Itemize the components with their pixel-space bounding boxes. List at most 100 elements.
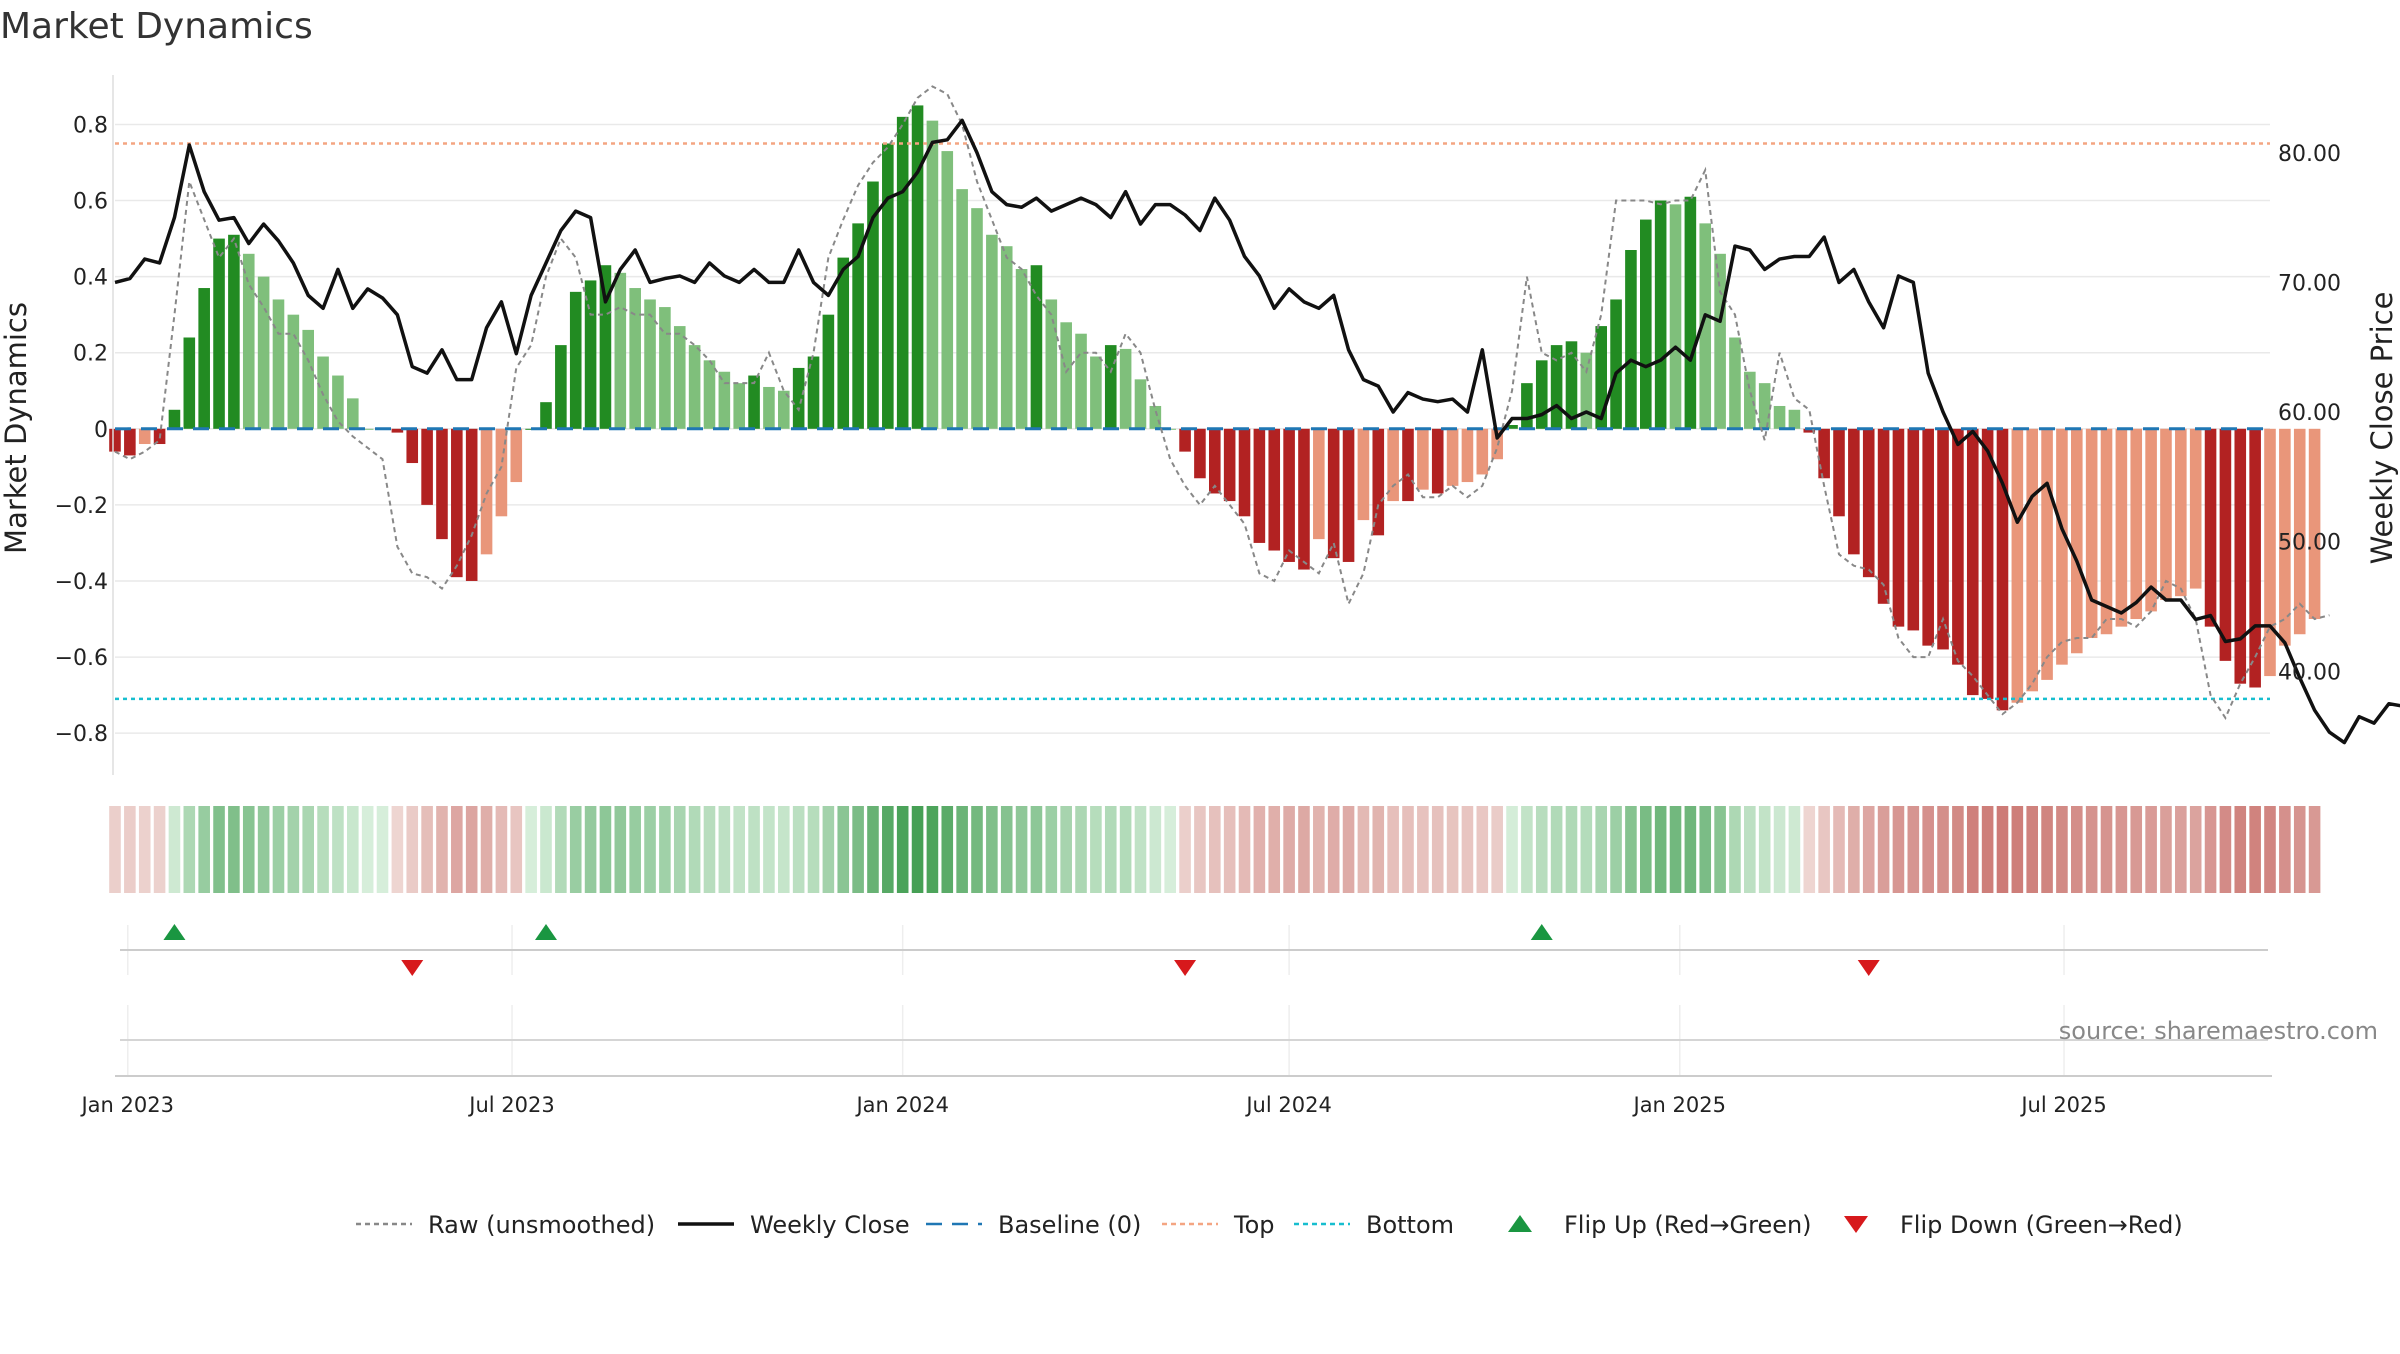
bar — [1684, 196, 1697, 429]
y-tick-label: 0 — [94, 418, 108, 443]
bar — [287, 314, 300, 429]
y-tick-label: 0.4 — [73, 266, 108, 291]
bar — [109, 428, 121, 452]
heat-cell — [2249, 806, 2261, 893]
heat-cell — [807, 806, 820, 893]
bar — [703, 360, 716, 429]
bar — [213, 238, 225, 429]
y-tick-label: −0.8 — [55, 722, 108, 747]
heat-cell — [1357, 806, 1370, 893]
heat-cell — [1996, 806, 2009, 893]
heat-cell — [183, 806, 196, 893]
bar — [332, 375, 344, 429]
bars-group — [109, 105, 2321, 711]
heat-cell — [1818, 806, 1830, 893]
bar — [1669, 204, 1682, 429]
heat-cell — [822, 806, 835, 893]
bar — [555, 345, 567, 429]
bar — [2145, 428, 2157, 612]
heat-cell — [1238, 806, 1251, 893]
heat-cell — [1015, 806, 1028, 893]
bar — [347, 398, 359, 429]
y2-tick-label: 80.00 — [2278, 142, 2341, 167]
bar — [1654, 200, 1667, 429]
legend: Raw (unsmoothed) Weekly Close Baseline (0)… — [356, 1211, 2183, 1239]
bar — [837, 257, 850, 429]
x-tick-label: Jul 2024 — [1244, 1093, 1331, 1117]
bar — [1223, 428, 1236, 502]
heat-cell — [1952, 806, 1964, 893]
bar — [1580, 352, 1593, 429]
heat-cell — [1744, 806, 1756, 893]
heat-cell — [1387, 806, 1399, 893]
heat-cell — [1491, 806, 1503, 893]
heat-cell — [1417, 806, 1429, 893]
bar — [1966, 428, 1979, 696]
y2-tick-label: 70.00 — [2278, 271, 2341, 296]
heat-cell — [1848, 806, 1860, 893]
heat-cell — [124, 806, 136, 893]
heat-cell — [1758, 806, 1771, 893]
bar — [629, 288, 641, 429]
heat-cell — [1714, 806, 1726, 893]
bar — [614, 272, 627, 429]
heat-cell — [391, 806, 404, 893]
heat-cell — [1327, 806, 1340, 893]
heat-cell — [1922, 806, 1934, 893]
heat-cell — [242, 806, 255, 893]
bar — [2160, 428, 2172, 600]
heat-cell — [644, 806, 656, 893]
bar — [1015, 269, 1028, 429]
bar — [2249, 428, 2261, 688]
heat-cell — [257, 806, 270, 893]
heat-cell — [1090, 806, 1102, 893]
flip-down-marker — [401, 960, 424, 976]
bar — [2264, 428, 2276, 677]
heat-cell — [228, 806, 240, 893]
heat-cell — [733, 806, 745, 893]
bar — [1104, 345, 1117, 429]
flip-up-marker — [535, 924, 557, 940]
bar — [1937, 428, 1949, 650]
legend-label: Raw (unsmoothed) — [428, 1211, 655, 1239]
heat-cell — [1000, 806, 1013, 893]
bar — [1075, 333, 1087, 429]
bar — [242, 253, 255, 429]
bar — [2204, 428, 2217, 627]
heat-cell — [347, 806, 359, 893]
heat-cell — [2204, 806, 2217, 893]
flip-up-marker — [163, 924, 186, 940]
heat-cell — [1550, 806, 1563, 893]
heat-cell — [584, 806, 597, 893]
heat-cell — [287, 806, 300, 893]
bar — [807, 356, 820, 429]
heat-cell — [1580, 806, 1593, 893]
y-tick-label: −0.2 — [55, 494, 108, 519]
legend-label: Flip Up (Red→Green) — [1564, 1211, 1812, 1239]
bar — [1565, 341, 1578, 429]
bar — [1194, 428, 1206, 479]
heat-cell — [2175, 806, 2187, 893]
bar — [302, 329, 314, 429]
heat-cell — [465, 806, 478, 893]
heat-cell — [480, 806, 493, 893]
x-tick-label: Jan 2023 — [79, 1093, 174, 1117]
heat-cell — [525, 806, 537, 893]
bar — [867, 181, 879, 429]
heat-cell — [1223, 806, 1236, 893]
bar — [1402, 428, 1414, 502]
heat-cell — [614, 806, 627, 893]
raw-line — [114, 85, 2330, 721]
bar — [569, 291, 582, 429]
legend-swatch-flip-down — [1844, 1216, 1868, 1233]
heat-cell — [1862, 806, 1875, 893]
heat-cell — [1134, 806, 1147, 893]
bar — [956, 189, 968, 429]
bar — [138, 428, 151, 445]
chart-title: Market Dynamics — [0, 6, 313, 47]
bar — [1431, 428, 1444, 494]
bar — [1550, 345, 1563, 429]
bar — [361, 428, 374, 430]
source-text: source: sharemaestro.com — [2059, 1017, 2378, 1045]
